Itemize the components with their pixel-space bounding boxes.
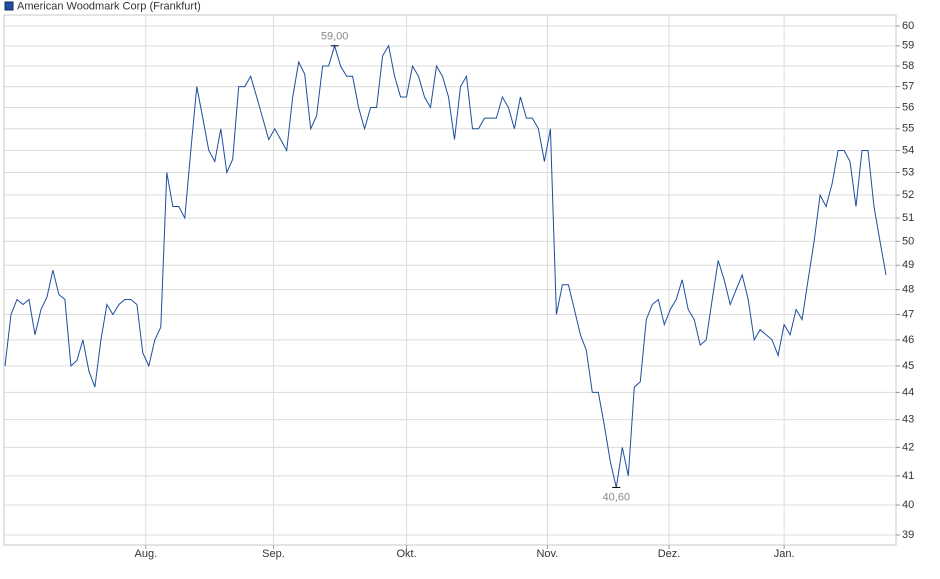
y-tick-label: 47	[902, 308, 914, 320]
y-tick-label: 44	[902, 386, 914, 398]
price-line	[4, 44, 887, 488]
x-tick-label: Aug.	[135, 548, 158, 560]
low-label: 40,60	[603, 491, 631, 503]
y-tick-label: 51	[902, 212, 914, 224]
y-tick-label: 41	[902, 470, 914, 482]
high-label: 59,00	[321, 31, 349, 43]
y-tick-label: 49	[902, 259, 914, 271]
x-tick-label: Jan.	[774, 548, 795, 560]
y-tick-label: 46	[902, 334, 914, 346]
y-tick-label: 40	[902, 499, 914, 511]
y-tick-label: 59	[902, 40, 914, 52]
y-tick-label: 50	[902, 235, 914, 247]
legend-label: American Woodmark Corp (Frankfurt)	[17, 0, 201, 12]
y-tick-label: 57	[902, 80, 914, 92]
y-tick-label: 58	[902, 60, 914, 72]
y-tick-label: 42	[902, 441, 914, 453]
y-tick-label: 56	[902, 101, 914, 113]
y-tick-label: 54	[902, 144, 914, 156]
y-tick-label: 45	[902, 360, 914, 372]
x-tick-label: Sep.	[262, 548, 285, 560]
y-tick-label: 60	[902, 20, 914, 32]
y-tick-label: 55	[902, 123, 914, 135]
y-tick-label: 43	[902, 414, 914, 426]
x-tick-label: Okt.	[396, 548, 416, 560]
x-tick-label: Nov.	[536, 548, 558, 560]
y-tick-label: 53	[902, 166, 914, 178]
y-tick-label: 39	[902, 529, 914, 541]
x-tick-label: Dez.	[658, 548, 681, 560]
y-tick-label: 48	[902, 284, 914, 296]
plot-frame	[3, 14, 897, 546]
y-tick-label: 52	[902, 189, 914, 201]
legend-swatch	[4, 1, 14, 11]
